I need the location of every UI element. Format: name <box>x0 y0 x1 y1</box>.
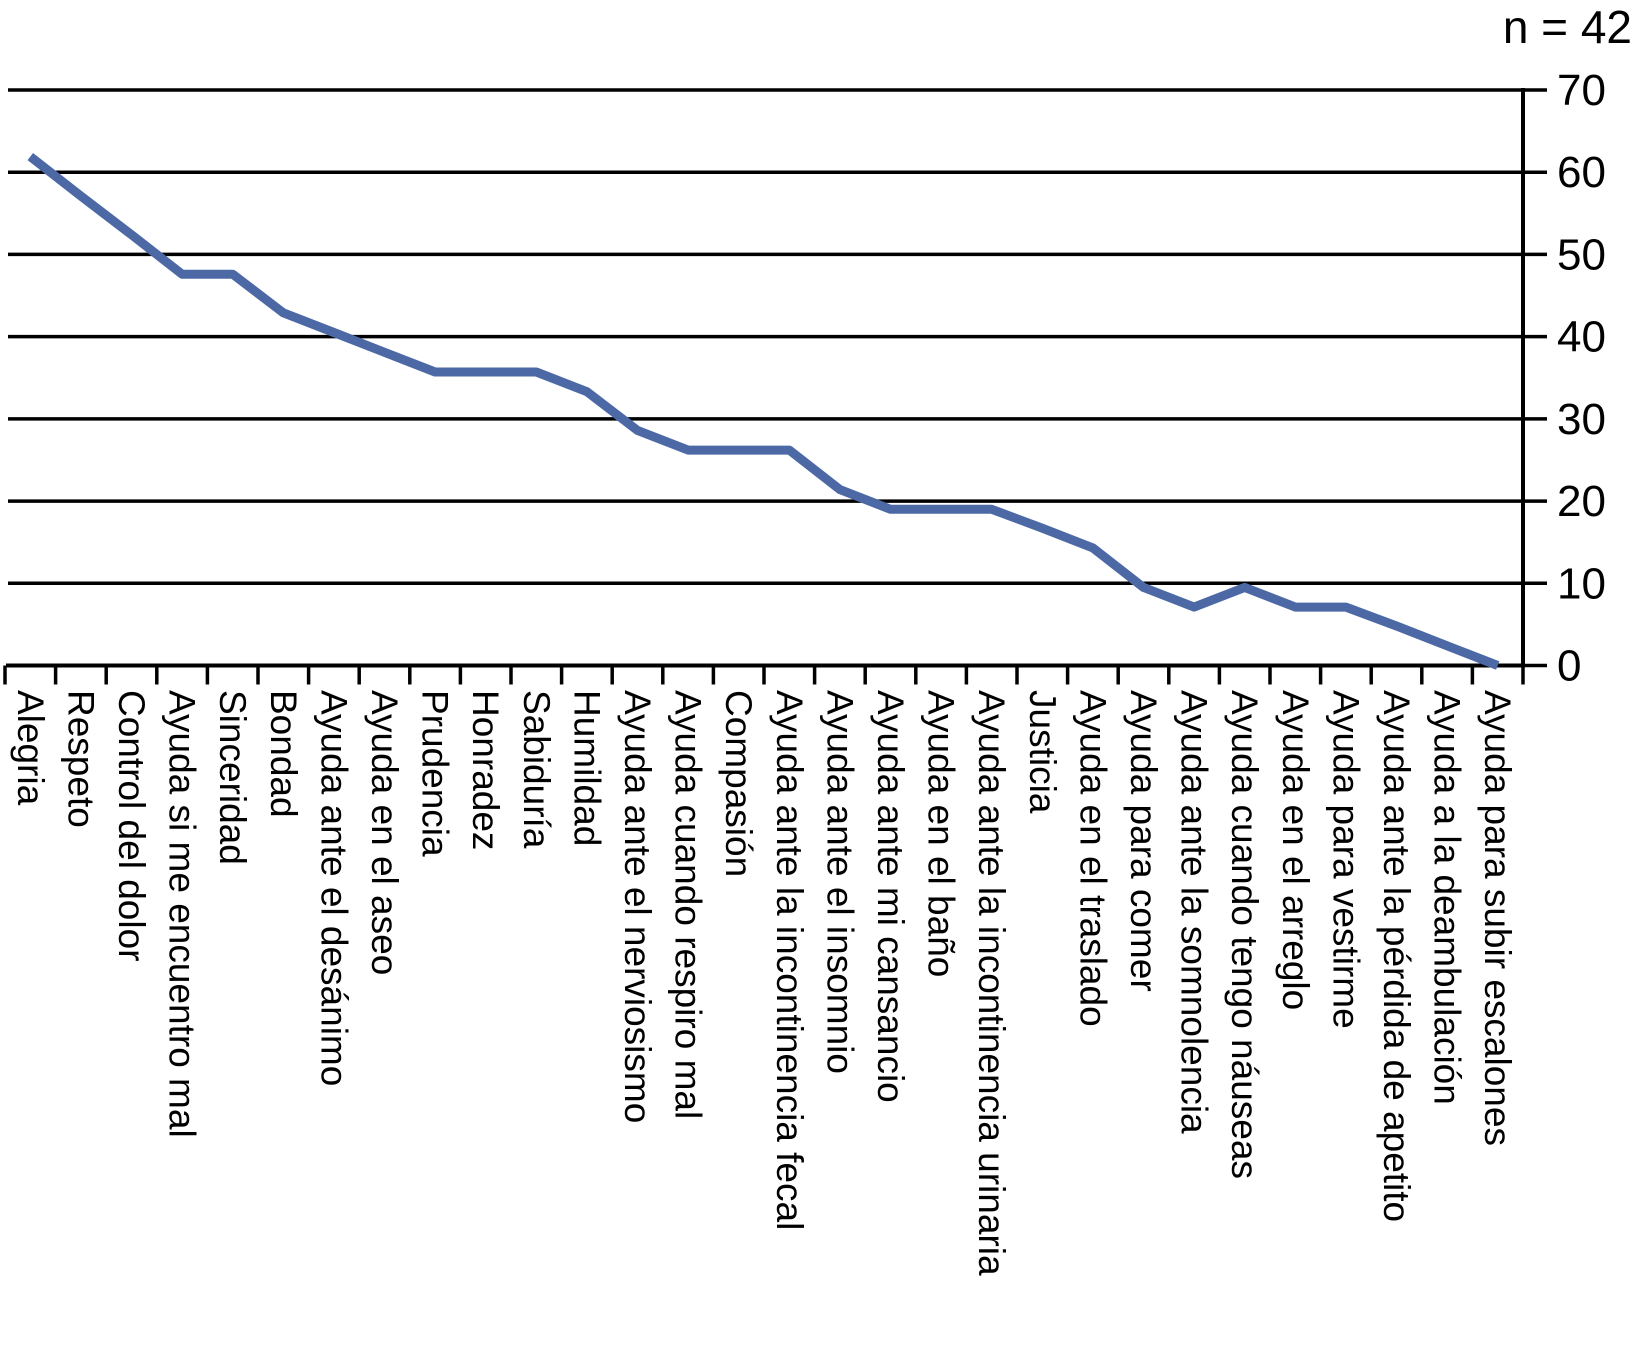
x-axis-label: Ayuda para comer <box>1123 690 1164 992</box>
x-axis-label: Ayuda si me encuentro mal <box>161 690 203 1138</box>
x-axis-label: Ayuda a la deambulación <box>1426 690 1468 1105</box>
x-axis-label: Respeto <box>60 690 102 828</box>
x-axis-label: Ayuda ante el desánimo <box>313 690 355 1087</box>
x-axis-label: Control del dolor <box>111 690 152 962</box>
sample-size-label: n = 42 <box>1502 1 1632 53</box>
x-axis-label: Ayuda cuando tengo náuseas <box>1224 690 1266 1179</box>
x-axis-label: Sinceridad <box>212 690 254 865</box>
y-axis-tick-label: 0 <box>1557 642 1581 691</box>
x-axis-label: Ayuda ante la pérdida de apetito <box>1376 690 1417 1223</box>
x-axis-label: Alegria <box>9 690 51 806</box>
x-axis-label: Ayuda ante la somnolencia <box>1173 690 1215 1134</box>
y-axis-tick-label: 70 <box>1557 66 1606 115</box>
x-axis-label: Ayuda ante mi cansancio <box>870 690 911 1103</box>
x-axis-label: Justicia <box>1021 690 1063 814</box>
data-series-line <box>27 153 1500 670</box>
x-axis-label: Ayuda ante el insomnio <box>819 690 861 1074</box>
x-axis-label: Ayuda cuando respiro mal <box>667 690 709 1120</box>
x-axis-label: Ayuda en el traslado <box>1072 690 1114 1027</box>
y-axis-tick-label: 60 <box>1557 148 1606 197</box>
x-axis-label: Ayuda para subir escalones <box>1477 690 1519 1146</box>
x-axis-label: Humildad <box>566 690 608 847</box>
y-axis-tick-label: 10 <box>1557 559 1606 608</box>
x-axis-label: Bondad <box>262 690 304 818</box>
x-axis-label: Sabiduría <box>515 690 557 849</box>
x-axis-label: Prudencia <box>414 690 456 857</box>
x-axis-label: Ayuda en el arreglo <box>1274 690 1316 1011</box>
x-axis-label: Ayuda ante la incontinencia fecal <box>768 690 810 1231</box>
x-axis-label: Compasión <box>718 690 760 878</box>
y-axis-tick-label: 40 <box>1557 313 1606 362</box>
y-axis-tick-label: 50 <box>1557 230 1606 279</box>
x-axis-label: Ayuda en el baño <box>920 690 962 978</box>
x-axis-label: Honradez <box>465 690 507 851</box>
x-axis-label: Ayuda para vestirme <box>1325 690 1367 1029</box>
x-axis-label: Ayuda ante la incontinencia urinaria <box>971 690 1013 1276</box>
y-axis-tick-label: 30 <box>1557 395 1606 444</box>
y-axis-tick-label: 20 <box>1557 477 1606 526</box>
x-axis-label: Ayuda en el aseo <box>364 690 405 976</box>
x-axis-label: Ayuda ante el nerviosismo <box>617 690 658 1124</box>
